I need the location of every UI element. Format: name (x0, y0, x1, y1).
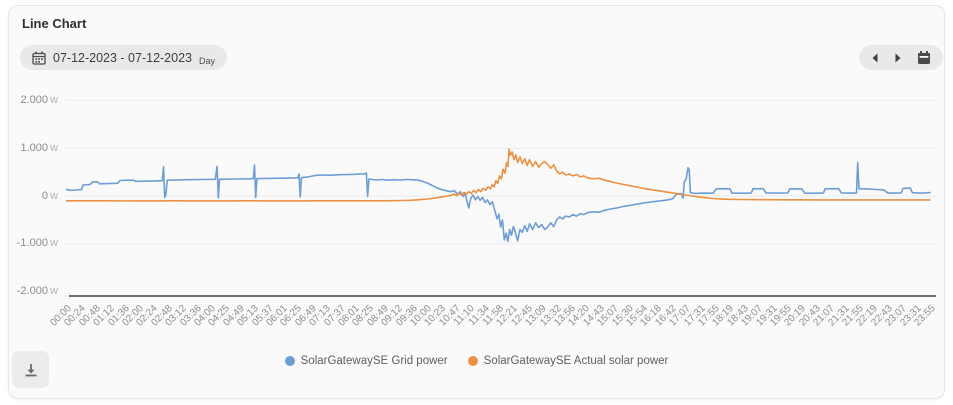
series-line-0 (66, 161, 931, 243)
calendar-icon (32, 51, 46, 65)
chevron-right-icon[interactable] (892, 51, 904, 65)
legend-item-grid-power[interactable]: SolarGatewaySE Grid power (284, 355, 448, 367)
legend-item-actual-solar-power[interactable]: SolarGatewaySE Actual solar power (467, 355, 669, 367)
legend-label: SolarGatewaySE Grid power (300, 355, 448, 367)
page-title: Line Chart (22, 16, 87, 31)
series-line-1 (66, 148, 931, 202)
legend-dot-grid-power (284, 356, 295, 366)
chart-legend: SolarGatewaySE Grid power SolarGatewaySE… (0, 355, 953, 367)
download-icon (22, 361, 40, 379)
period-label: Day (199, 56, 216, 66)
legend-dot-actual-solar-power (467, 356, 478, 366)
date-range-text: 07-12-2023 - 07-12-2023 (53, 50, 192, 65)
legend-label: SolarGatewaySE Actual solar power (483, 355, 669, 367)
chart-card (8, 5, 945, 399)
line-chart-plot[interactable] (66, 90, 938, 305)
calendar-icon[interactable] (915, 49, 933, 67)
chevron-left-icon[interactable] (869, 51, 881, 65)
date-nav-controls (859, 45, 943, 70)
download-button[interactable] (12, 351, 49, 388)
date-range-picker[interactable]: 07-12-2023 - 07-12-2023 Day (20, 45, 228, 70)
